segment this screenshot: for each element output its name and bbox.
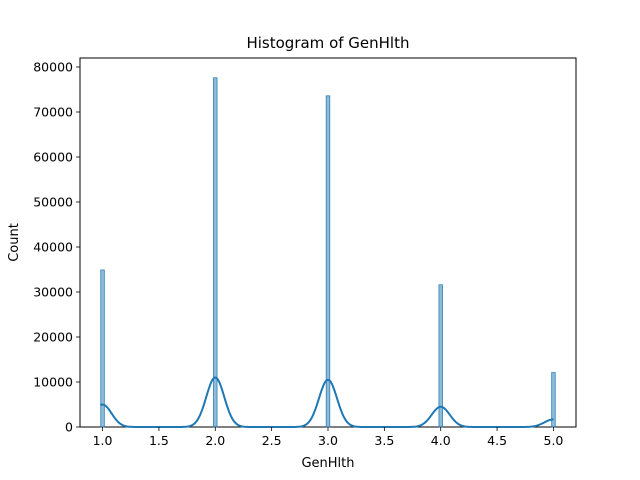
- x-tick-label: 4.5: [487, 433, 507, 448]
- y-tick-label: 10000: [33, 375, 73, 390]
- y-tick-label: 0: [65, 420, 73, 435]
- y-tick-label: 40000: [33, 240, 73, 255]
- x-tick-label: 3.5: [374, 433, 394, 448]
- bars-layer: [100, 77, 556, 428]
- histogram-bar: [100, 269, 105, 428]
- x-tick-label: 2.5: [262, 433, 282, 448]
- y-axis-label: Count: [7, 223, 22, 262]
- x-tick-label: 5.0: [544, 433, 564, 448]
- histogram-bar: [438, 284, 443, 428]
- y-tick-label: 20000: [33, 330, 73, 345]
- chart-title: Histogram of GenHlth: [246, 34, 409, 52]
- x-tick-label: 4.0: [431, 433, 451, 448]
- y-tick-label: 50000: [33, 195, 73, 210]
- x-tick-label: 2.0: [205, 433, 225, 448]
- y-axis-ticks: 0 10000 20000 30000 40000 50000 60000 70000 8000…: [33, 60, 80, 435]
- x-axis-ticks: 1.0 1.5 2.0 2.5 3.0 3.5 4.0 4.5 5.0: [93, 427, 564, 448]
- y-tick-label: 80000: [33, 60, 73, 75]
- y-tick-label: 70000: [33, 105, 73, 120]
- histogram-bar: [325, 95, 331, 428]
- kde-curve: [99, 376, 554, 428]
- y-tick-label: 60000: [33, 150, 73, 165]
- x-tick-label: 1.0: [93, 433, 113, 448]
- y-tick-label: 30000: [33, 285, 73, 300]
- x-axis-label: GenHlth: [301, 456, 354, 471]
- histogram-bar: [213, 77, 218, 428]
- x-tick-label: 1.5: [149, 433, 169, 448]
- x-tick-label: 3.0: [318, 433, 338, 448]
